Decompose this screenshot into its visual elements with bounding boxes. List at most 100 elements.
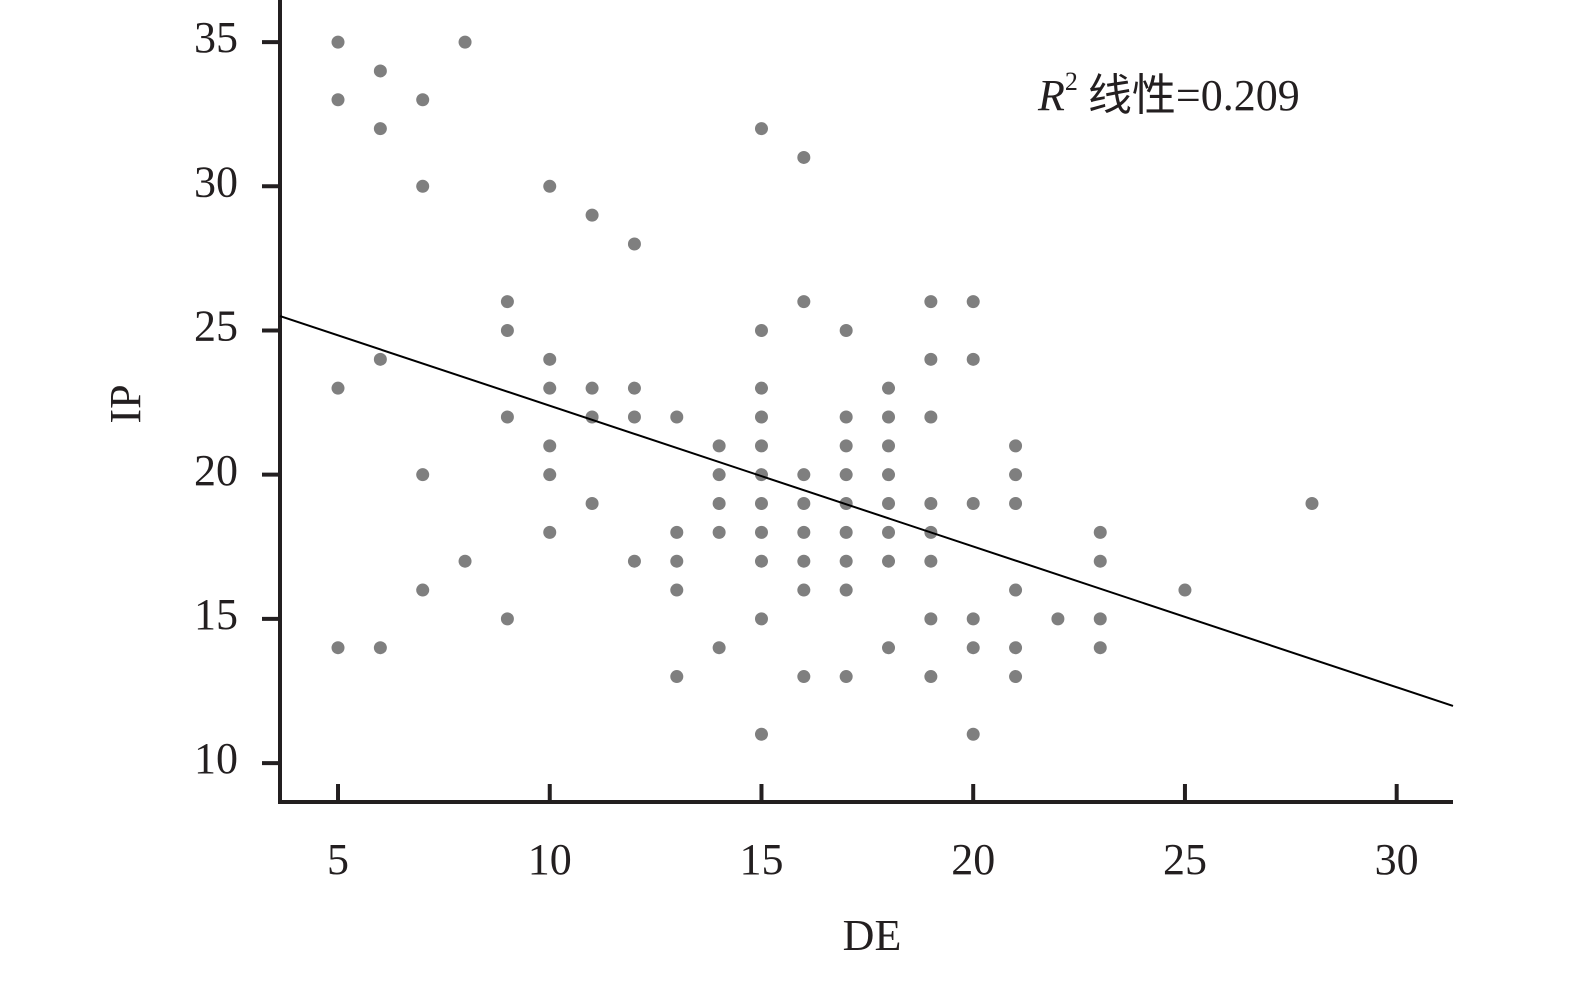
- point: [543, 381, 557, 395]
- point: [373, 64, 387, 78]
- point: [797, 583, 811, 597]
- point: [670, 410, 684, 424]
- point: [416, 583, 430, 597]
- point: [500, 410, 514, 424]
- point: [797, 468, 811, 482]
- x-tick-label: 30: [1375, 835, 1419, 884]
- point: [754, 727, 768, 741]
- point: [882, 525, 896, 539]
- point: [627, 554, 641, 568]
- point: [966, 295, 980, 309]
- point: [1009, 497, 1023, 511]
- point: [839, 439, 853, 453]
- point: [966, 727, 980, 741]
- point: [839, 410, 853, 424]
- point: [712, 468, 726, 482]
- point: [585, 497, 599, 511]
- point: [839, 323, 853, 337]
- y-tick-label: 30: [194, 157, 238, 206]
- point: [1093, 641, 1107, 655]
- y-tick-label: 10: [194, 734, 238, 783]
- point: [500, 323, 514, 337]
- point: [754, 612, 768, 626]
- annotation-superscript: 2: [1065, 67, 1078, 96]
- point: [839, 583, 853, 597]
- point: [331, 35, 345, 49]
- point: [882, 497, 896, 511]
- point: [882, 439, 896, 453]
- point: [797, 295, 811, 309]
- point: [712, 497, 726, 511]
- point: [882, 641, 896, 655]
- point: [924, 612, 938, 626]
- x-axis-label: DE: [843, 911, 902, 960]
- point: [797, 554, 811, 568]
- point: [882, 468, 896, 482]
- point: [966, 497, 980, 511]
- point: [1009, 641, 1023, 655]
- point: [839, 525, 853, 539]
- point: [754, 439, 768, 453]
- annotation: R2 线性=0.209: [1037, 67, 1300, 120]
- y-axis-label: IP: [101, 384, 150, 423]
- point: [331, 381, 345, 395]
- trend-line: [279, 315, 1454, 707]
- x-tick-label: 15: [739, 835, 783, 884]
- point: [839, 554, 853, 568]
- point: [882, 381, 896, 395]
- point: [882, 410, 896, 424]
- point: [543, 179, 557, 193]
- point: [543, 439, 557, 453]
- point: [754, 122, 768, 136]
- point: [1093, 554, 1107, 568]
- point: [924, 554, 938, 568]
- point: [543, 468, 557, 482]
- x-tick-label: 25: [1163, 835, 1207, 884]
- point: [627, 410, 641, 424]
- point: [712, 439, 726, 453]
- point: [839, 670, 853, 684]
- point: [797, 150, 811, 164]
- point: [966, 352, 980, 366]
- point: [1009, 583, 1023, 597]
- point: [670, 670, 684, 684]
- point: [966, 612, 980, 626]
- point: [331, 93, 345, 107]
- point: [1093, 612, 1107, 626]
- x-tick-label: 5: [327, 835, 349, 884]
- point: [797, 497, 811, 511]
- point: [458, 554, 472, 568]
- point: [331, 641, 345, 655]
- point: [585, 381, 599, 395]
- point: [754, 525, 768, 539]
- point: [458, 35, 472, 49]
- point: [670, 525, 684, 539]
- point: [1009, 468, 1023, 482]
- point: [882, 554, 896, 568]
- point: [754, 410, 768, 424]
- y-tick-label: 35: [194, 13, 238, 62]
- point: [712, 525, 726, 539]
- point: [373, 641, 387, 655]
- point: [500, 612, 514, 626]
- point: [1051, 612, 1065, 626]
- point: [924, 352, 938, 366]
- point: [1178, 583, 1192, 597]
- point: [924, 295, 938, 309]
- point: [416, 93, 430, 107]
- point: [924, 497, 938, 511]
- x-tick-label: 20: [951, 835, 995, 884]
- point: [500, 295, 514, 309]
- point: [754, 381, 768, 395]
- annotation-text: 线性=0.209: [1088, 71, 1300, 120]
- x-tick-label: 10: [528, 835, 572, 884]
- point: [416, 468, 430, 482]
- point: [373, 122, 387, 136]
- point: [924, 410, 938, 424]
- point: [670, 554, 684, 568]
- y-tick-label: 20: [194, 446, 238, 495]
- point: [1093, 525, 1107, 539]
- point: [373, 352, 387, 366]
- point: [797, 670, 811, 684]
